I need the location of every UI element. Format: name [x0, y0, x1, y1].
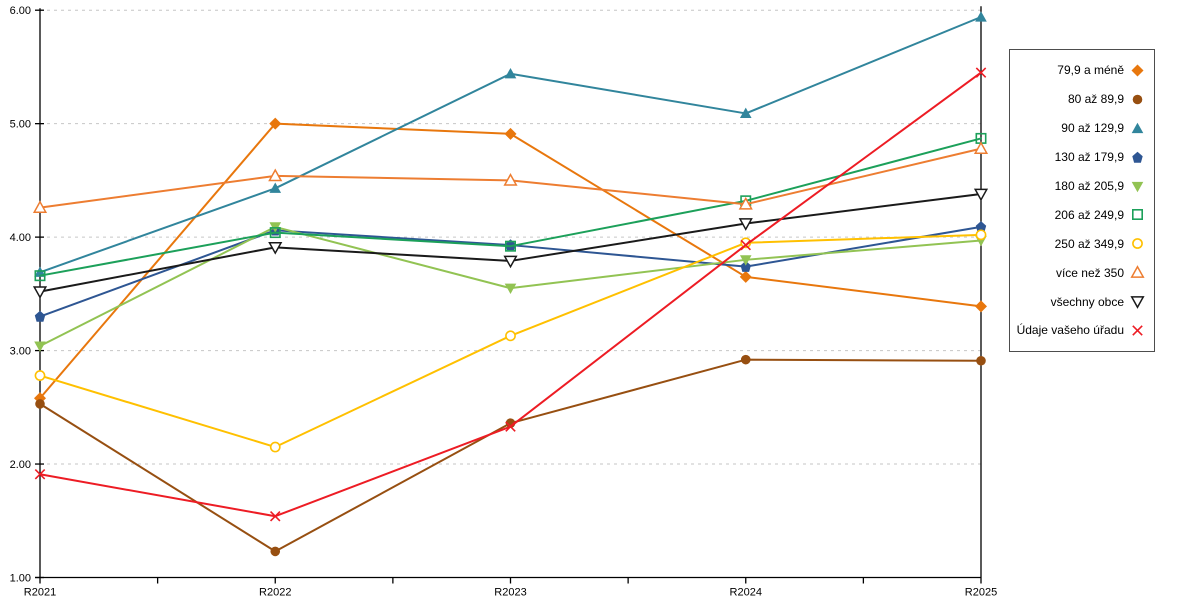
x-tick-label: R2024	[730, 587, 762, 599]
legend-item: Údaje vašeho úřadu	[1010, 320, 1154, 340]
circle-open-icon	[1132, 238, 1143, 250]
legend-item: 180 až 205,9	[1010, 176, 1154, 196]
legend-item: 250 až 349,9	[1010, 234, 1154, 254]
y-tick-label: 2.00	[10, 459, 31, 471]
legend-item: více než 350	[1010, 263, 1154, 283]
y-tick-label: 3.00	[10, 346, 31, 358]
circle-icon	[1132, 94, 1143, 105]
legend-item: 80 až 89,9	[1010, 89, 1154, 109]
legend-item-label: všechny obce	[1050, 294, 1124, 309]
pentagon-icon	[1132, 151, 1143, 163]
y-axis-ticks: 1.00 2.00 3.00 4.00 5.00 6.00	[10, 5, 44, 585]
legend-item-label: 180 až 205,9	[1054, 179, 1124, 193]
series-x	[34, 67, 987, 522]
series-circle	[35, 354, 986, 557]
x-axis-ticks: R2021 R2022 R2023 R2024 R2025	[24, 577, 997, 599]
y-tick-label: 1.00	[10, 573, 31, 585]
triangle-up-open-icon	[1130, 265, 1145, 279]
series-circle-open	[34, 229, 987, 453]
legend-item-label: 79,9 a méně	[1057, 63, 1124, 78]
square-open-icon	[1131, 209, 1143, 221]
legend-item-label: 80 až 89,9	[1067, 92, 1124, 107]
x-tick-label: R2023	[494, 587, 526, 599]
legend-item: 90 až 129,9	[1010, 118, 1154, 138]
x-icon	[1132, 325, 1143, 336]
triangle-down-open-icon	[1130, 296, 1145, 309]
triangle-down-icon	[1131, 181, 1144, 192]
x-tick-label: R2022	[259, 587, 291, 599]
x-tick-label: R2021	[24, 587, 56, 599]
legend-item: 79,9 a méně	[1010, 60, 1154, 80]
y-tick-label: 6.00	[10, 5, 31, 17]
axes	[35, 6, 982, 579]
legend: 79,9 a méně 80 až 89,9 90 až 129,9 130 až 1…	[1009, 49, 1155, 352]
legend-item: 130 až 179,9	[1010, 147, 1154, 167]
legend-item-label: 250 až 349,9	[1054, 236, 1124, 251]
series-triangle-up-open	[32, 141, 989, 213]
diamond-icon	[1131, 64, 1144, 77]
legend-item-label: Údaje vašeho úřadu	[1016, 323, 1124, 338]
triangle-up-icon	[1131, 122, 1144, 133]
legend-item-label: 206 až 249,9	[1054, 207, 1124, 222]
series-triangle-down-open	[32, 188, 989, 299]
series-diamond	[34, 117, 987, 405]
legend-item-label: 90 až 129,9	[1061, 121, 1124, 136]
legend-item-label: 130 až 179,9	[1054, 150, 1124, 165]
legend-item-label: více než 350	[1055, 265, 1124, 280]
y-tick-label: 4.00	[10, 232, 31, 244]
legend-item: 206 až 249,9	[1010, 205, 1154, 225]
x-tick-label: R2025	[965, 587, 997, 599]
y-gridlines	[40, 9, 981, 465]
y-tick-label: 5.00	[10, 119, 31, 131]
legend-item: všechny obce	[1010, 292, 1154, 312]
